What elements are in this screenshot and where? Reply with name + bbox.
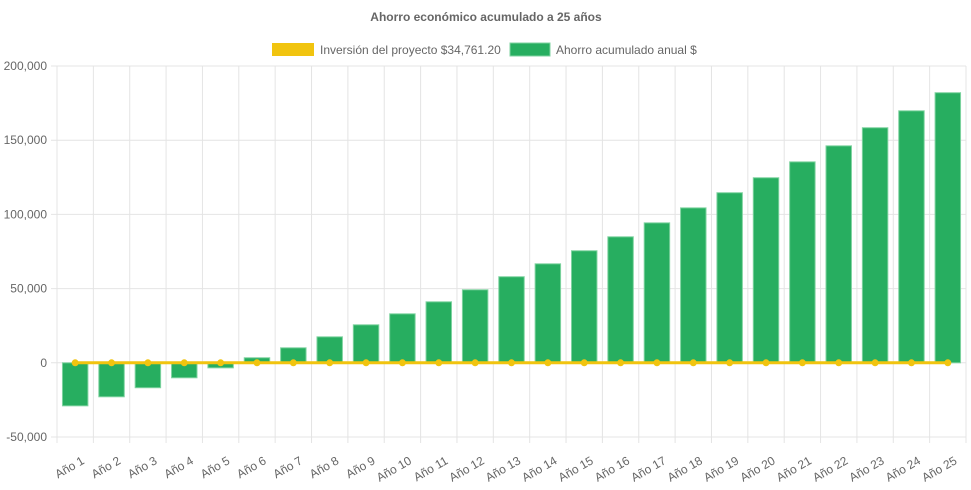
investment-point bbox=[108, 359, 116, 367]
x-tick-label: Año 15 bbox=[556, 453, 596, 484]
bar-año-9 bbox=[352, 324, 380, 364]
investment-point bbox=[580, 359, 588, 367]
bar-año-17 bbox=[643, 222, 671, 364]
x-tick-label: Año 18 bbox=[665, 453, 705, 484]
bar-año-19 bbox=[716, 192, 743, 364]
y-tick-label: 50,000 bbox=[10, 282, 47, 296]
investment-point bbox=[180, 359, 188, 367]
y-tick-label: 150,000 bbox=[4, 133, 48, 147]
x-tick-label: Año 2 bbox=[89, 453, 123, 481]
legend-label-investment: Inversión del proyecto $34,761.20 bbox=[320, 43, 501, 57]
bar-año-16 bbox=[607, 236, 634, 364]
investment-point bbox=[835, 359, 843, 367]
x-tick-label: Año 20 bbox=[738, 453, 778, 484]
bar-año-18 bbox=[680, 207, 707, 364]
investment-point bbox=[653, 359, 661, 367]
y-tick-label: -50,000 bbox=[6, 430, 47, 444]
bar-año-22 bbox=[825, 145, 852, 364]
bar-año-11 bbox=[425, 301, 453, 364]
investment-point bbox=[435, 359, 443, 367]
investment-point bbox=[217, 359, 225, 367]
x-tick-label: Año 5 bbox=[198, 453, 232, 481]
investment-point bbox=[689, 359, 697, 367]
y-tick-label: 100,000 bbox=[4, 207, 48, 221]
bar-año-3 bbox=[134, 362, 162, 389]
legend-swatch-savings bbox=[509, 42, 551, 57]
investment-point bbox=[144, 359, 152, 367]
legend: Inversión del proyecto $34,761.20 Ahorro… bbox=[272, 42, 697, 57]
bar-año-13 bbox=[498, 276, 525, 364]
x-tick-label: Año 19 bbox=[701, 453, 741, 484]
investment-point bbox=[871, 359, 879, 367]
x-tick-label: Año 1 bbox=[53, 453, 87, 481]
x-tick-label: Año 16 bbox=[592, 453, 632, 484]
bar-año-1 bbox=[61, 362, 89, 407]
bar-año-14 bbox=[534, 263, 562, 364]
x-tick-label: Año 25 bbox=[919, 453, 959, 484]
investment-point bbox=[398, 359, 406, 367]
y-tick-label: 0 bbox=[40, 356, 47, 370]
investment-point bbox=[617, 359, 625, 367]
investment-point bbox=[798, 359, 806, 367]
bar-año-10 bbox=[389, 313, 416, 364]
x-tick-label: Año 4 bbox=[162, 453, 196, 481]
x-tick-label: Año 24 bbox=[883, 453, 923, 484]
investment-point bbox=[289, 359, 297, 367]
investment-point bbox=[362, 359, 370, 367]
x-tick-label: Año 11 bbox=[411, 453, 450, 484]
x-tick-label: Año 9 bbox=[343, 453, 377, 481]
investment-point bbox=[544, 359, 552, 367]
bar-año-23 bbox=[861, 127, 889, 364]
y-tick-label: 200,000 bbox=[4, 59, 48, 73]
investment-point bbox=[944, 359, 952, 367]
bar-año-25 bbox=[934, 92, 962, 364]
x-tick-label: Año 8 bbox=[307, 453, 341, 481]
x-tick-label: Año 10 bbox=[374, 453, 414, 484]
investment-point bbox=[726, 359, 734, 367]
chart-title: Ahorro económico acumulado a 25 años bbox=[370, 10, 602, 24]
bar-año-21 bbox=[789, 161, 816, 364]
x-tick-label: Año 14 bbox=[519, 453, 559, 484]
bar-año-2 bbox=[98, 362, 125, 398]
x-tick-label: Año 3 bbox=[125, 453, 159, 481]
x-tick-label: Año 21 bbox=[774, 453, 814, 484]
x-tick-label: Año 6 bbox=[234, 453, 268, 481]
bar-año-8 bbox=[316, 336, 343, 364]
investment-point bbox=[471, 359, 479, 367]
x-tick-label: Año 12 bbox=[447, 453, 487, 484]
bar-año-20 bbox=[752, 177, 780, 364]
legend-label-savings: Ahorro acumulado anual $ bbox=[556, 43, 697, 57]
bar-año-12 bbox=[461, 289, 489, 364]
investment-point bbox=[71, 359, 79, 367]
x-tick-label: Año 7 bbox=[271, 453, 305, 481]
investment-point bbox=[508, 359, 515, 367]
x-tick-label: Año 22 bbox=[810, 453, 850, 484]
x-tick-label: Año 13 bbox=[483, 453, 523, 484]
investment-point bbox=[762, 359, 770, 367]
legend-swatch-investment bbox=[272, 43, 314, 56]
investment-point bbox=[253, 359, 261, 367]
investment-point bbox=[326, 359, 334, 367]
bar-año-15 bbox=[570, 250, 598, 364]
bar-año-24 bbox=[898, 110, 925, 364]
x-tick-label: Año 17 bbox=[628, 453, 668, 484]
x-tick-label: Año 23 bbox=[847, 453, 887, 484]
investment-point bbox=[907, 359, 915, 367]
